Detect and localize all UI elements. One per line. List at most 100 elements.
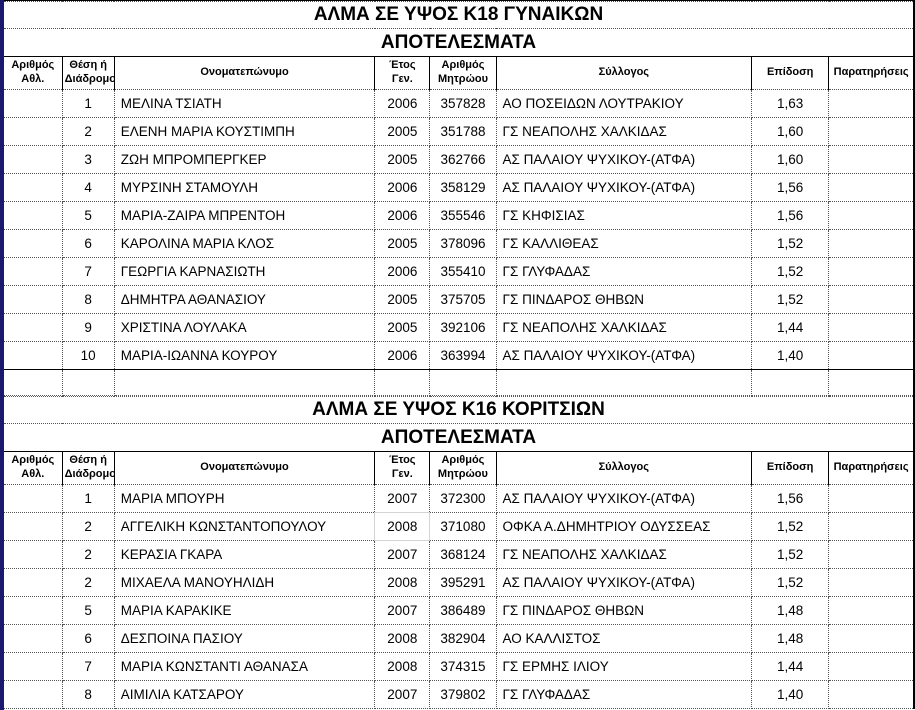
cell-birth-year[interactable]: 2007 [374, 540, 431, 569]
cell-reg-no[interactable]: 363994 [429, 341, 497, 370]
cell-athlete-no[interactable] [4, 341, 63, 370]
cell-club[interactable]: ΓΣ ΓΛΥΦΑΔΑΣ [495, 680, 753, 709]
cell-birth-year[interactable]: 2007 [374, 484, 431, 513]
cell-empty[interactable] [429, 369, 497, 396]
cell-remarks[interactable] [828, 117, 913, 146]
cell-position[interactable]: 3 [61, 145, 115, 174]
cell-remarks[interactable] [828, 313, 913, 342]
cell-position[interactable]: 9 [61, 313, 115, 342]
cell-birth-year[interactable]: 2006 [374, 89, 431, 118]
cell-remarks[interactable] [828, 540, 913, 569]
cell-athlete-no[interactable] [4, 540, 63, 569]
cell-performance[interactable]: 1,40 [751, 680, 830, 709]
col-header-name[interactable]: Ονοματεπώνυμο [113, 451, 376, 485]
cell-reg-no[interactable]: 378096 [429, 229, 497, 258]
cell-athlete-no[interactable] [4, 313, 63, 342]
col-header-reg-no[interactable]: Αριθμός Μητρώου [429, 56, 497, 90]
cell-reg-no[interactable]: 368124 [429, 540, 497, 569]
cell-birth-year[interactable]: 2005 [374, 117, 431, 146]
cell-birth-year[interactable]: 2005 [374, 145, 431, 174]
cell-club[interactable]: ΓΣ ΕΡΜΗΣ ΙΛΙΟΥ [495, 652, 753, 681]
cell-remarks[interactable] [828, 257, 913, 286]
cell-athlete-no[interactable] [4, 145, 63, 174]
cell-club[interactable]: ΑΣ ΠΑΛΑΙΟΥ ΨΥΧΙΚΟΥ-(ΑΤΦΑ) [495, 173, 753, 202]
cell-remarks[interactable] [828, 568, 913, 597]
cell-name[interactable]: ΜΕΛΙΝΑ ΤΣΙΑΤΗ [113, 89, 376, 118]
col-header-remarks[interactable]: Παρατηρήσεις [828, 56, 913, 90]
cell-remarks[interactable] [828, 596, 913, 625]
cell-position[interactable]: 2 [61, 117, 115, 146]
cell-birth-year[interactable]: 2005 [374, 285, 431, 314]
cell-birth-year[interactable]: 2008 [374, 568, 431, 597]
cell-performance[interactable]: 1,60 [751, 145, 830, 174]
cell-club[interactable]: ΑΣ ΠΑΛΑΙΟΥ ΨΥΧΙΚΟΥ-(ΑΤΦΑ) [495, 341, 753, 370]
cell-empty[interactable] [828, 369, 913, 396]
cell-empty[interactable] [751, 369, 830, 396]
cell-athlete-no[interactable] [4, 89, 63, 118]
cell-athlete-no[interactable] [4, 229, 63, 258]
cell-name[interactable]: ΚΑΡΟΛΙΝΑ ΜΑΡΙΑ ΚΛΟΣ [113, 229, 376, 258]
cell-reg-no[interactable]: 386489 [429, 596, 497, 625]
cell-birth-year[interactable]: 2006 [374, 201, 431, 230]
cell-position[interactable]: 2 [61, 568, 115, 597]
cell-reg-no[interactable]: 379802 [429, 680, 497, 709]
cell-birth-year[interactable]: 2005 [374, 229, 431, 258]
cell-reg-no[interactable]: 395291 [429, 568, 497, 597]
col-header-performance[interactable]: Επίδοση [751, 56, 830, 90]
cell-name[interactable]: ΓΕΩΡΓΙΑ ΚΑΡΝΑΣΙΩΤΗ [113, 257, 376, 286]
cell-reg-no[interactable]: 374315 [429, 652, 497, 681]
cell-athlete-no[interactable] [4, 652, 63, 681]
cell-empty[interactable] [113, 369, 376, 396]
cell-reg-no[interactable]: 357828 [429, 89, 497, 118]
col-header-birth-year[interactable]: Έτος Γεν. [374, 451, 431, 485]
cell-name[interactable]: ΖΩΗ ΜΠΡΟΜΠΕΡΓΚΕΡ [113, 145, 376, 174]
cell-position[interactable]: 6 [61, 229, 115, 258]
cell-performance[interactable]: 1,40 [751, 341, 830, 370]
cell-remarks[interactable] [828, 229, 913, 258]
cell-athlete-no[interactable] [4, 201, 63, 230]
cell-remarks[interactable] [828, 173, 913, 202]
cell-athlete-no[interactable] [4, 596, 63, 625]
cell-position[interactable]: 5 [61, 201, 115, 230]
cell-remarks[interactable] [828, 652, 913, 681]
cell-remarks[interactable] [828, 341, 913, 370]
cell-athlete-no[interactable] [4, 117, 63, 146]
cell-position[interactable]: 1 [61, 484, 115, 513]
cell-birth-year[interactable]: 2008 [374, 512, 431, 541]
cell-position[interactable]: 6 [61, 624, 115, 653]
col-header-athlete-no[interactable]: Αριθμός Αθλ. [4, 56, 63, 90]
cell-remarks[interactable] [828, 484, 913, 513]
col-header-name[interactable]: Ονοματεπώνυμο [113, 56, 376, 90]
cell-position[interactable]: 10 [61, 341, 115, 370]
cell-performance[interactable]: 1,52 [751, 540, 830, 569]
cell-performance[interactable]: 1,48 [751, 624, 830, 653]
cell-athlete-no[interactable] [4, 484, 63, 513]
cell-birth-year[interactable]: 2008 [374, 624, 431, 653]
col-header-athlete-no[interactable]: Αριθμός Αθλ. [4, 451, 63, 485]
cell-position[interactable]: 8 [61, 680, 115, 709]
table-title[interactable]: ΑΛΜΑ ΣΕ ΥΨΟΣ Κ18 ΓΥΝΑΙΚΩΝ [4, 1, 913, 29]
table-subtitle[interactable]: ΑΠΟΤΕΛΕΣΜΑΤΑ [4, 423, 913, 452]
cell-empty[interactable] [61, 369, 115, 396]
col-header-position[interactable]: Θέση ή Διάδρομος [61, 56, 115, 90]
cell-club[interactable]: ΟΦΚΑ Α.ΔΗΜΗΤΡΙΟΥ ΟΔΥΣΣΕΑΣ [495, 512, 753, 541]
cell-name[interactable]: ΜΑΡΙΑ-ΖΑΙΡΑ ΜΠΡΕΝΤΟΗ [113, 201, 376, 230]
cell-remarks[interactable] [828, 285, 913, 314]
cell-reg-no[interactable]: 358129 [429, 173, 497, 202]
cell-position[interactable]: 2 [61, 540, 115, 569]
cell-position[interactable]: 5 [61, 596, 115, 625]
cell-athlete-no[interactable] [4, 257, 63, 286]
cell-empty[interactable] [374, 369, 431, 396]
cell-performance[interactable]: 1,56 [751, 484, 830, 513]
cell-reg-no[interactable]: 355410 [429, 257, 497, 286]
cell-name[interactable]: ΑΓΓΕΛΙΚΗ ΚΩΝΣΤΑΝΤΟΠΟΥΛΟΥ [113, 512, 376, 541]
col-header-reg-no[interactable]: Αριθμός Μητρώου [429, 451, 497, 485]
cell-remarks[interactable] [828, 624, 913, 653]
table-title[interactable]: ΑΛΜΑ ΣΕ ΥΨΟΣ Κ16 ΚΟΡΙΤΣΙΩΝ [4, 396, 913, 424]
cell-birth-year[interactable]: 2005 [374, 313, 431, 342]
cell-empty[interactable] [495, 369, 753, 396]
cell-position[interactable]: 2 [61, 512, 115, 541]
cell-birth-year[interactable]: 2007 [374, 596, 431, 625]
col-header-club[interactable]: Σύλλογος [495, 451, 753, 485]
cell-athlete-no[interactable] [4, 512, 63, 541]
